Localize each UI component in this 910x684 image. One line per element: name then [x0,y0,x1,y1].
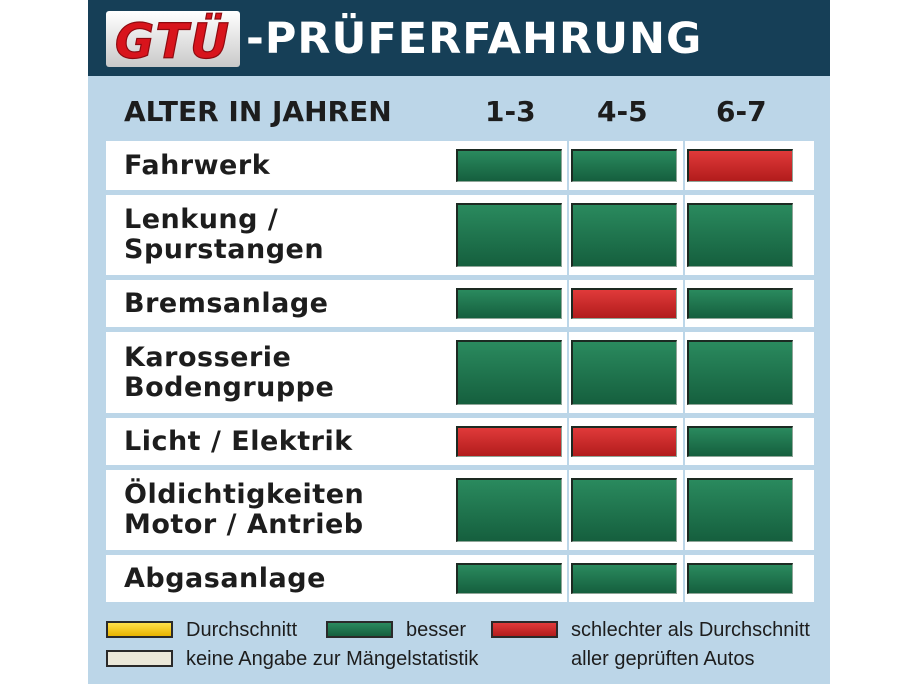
column-separator [683,280,685,327]
legend-swatch-keine-angabe [106,650,173,667]
legend-label-keine-angabe: keine Angabe zur Mängelstatistik [186,648,479,670]
row-label: Öldichtigkeiten Motor / Antrieb [124,470,364,550]
rating-cell-schlechter [571,426,677,457]
column-separator [683,470,685,550]
rating-cell-besser [687,203,793,267]
row-label-line: Abgasanlage [124,562,326,594]
rating-cell-besser [571,478,677,542]
column-separator [567,555,569,602]
age-header-4-5: 4-5 [597,95,648,128]
table-row: Licht / Elektrik [106,418,814,465]
rating-cell-besser [571,203,677,267]
row-label: Bremsanlage [124,280,328,327]
row-label-line: Fahrwerk [124,149,271,181]
age-column-label: ALTER IN JAHREN [124,95,392,128]
table-row: Abgasanlage [106,555,814,602]
rating-cell-besser [687,563,793,594]
column-separator [567,280,569,327]
legend-swatch-durchschnitt [106,621,173,638]
rating-cell-besser [687,288,793,319]
rating-cell-schlechter [571,288,677,319]
rating-cell-besser [456,203,562,267]
column-separator [567,195,569,275]
rating-cell-besser [456,288,562,319]
inspection-panel: GTÜ -PRÜFERFAHRUNG ALTER IN JAHREN 1-3 4… [88,0,830,684]
legend-swatch-schlechter [491,621,558,638]
rating-cell-schlechter [456,426,562,457]
legend-label-schlechter: schlechter als Durchschnitt [571,619,810,641]
rating-cell-besser [456,478,562,542]
age-header-1-3: 1-3 [485,95,536,128]
row-label: Karosserie Bodengruppe [124,332,334,413]
row-label-line: Spurstangen [124,234,325,265]
page-title: -PRÜFERFAHRUNG [246,14,703,64]
column-separator [567,418,569,465]
table-row: Karosserie Bodengruppe [106,332,814,413]
row-label-line: Öldichtigkeiten [124,479,365,510]
column-separator [567,470,569,550]
row-label-line: Lenkung / [124,204,279,235]
rating-cell-besser [687,478,793,542]
logo-text: GTÜ [115,13,231,67]
column-separator [683,555,685,602]
row-label: Lenkung / Spurstangen [124,195,324,275]
column-separator [683,418,685,465]
row-label-line: Bremsanlage [124,287,329,319]
table-row: Fahrwerk [106,141,814,190]
row-label: Fahrwerk [124,141,270,190]
table-row: Lenkung / Spurstangen [106,195,814,275]
row-label-line: Bodengruppe [124,371,335,403]
column-separator [683,332,685,413]
table-row: Bremsanlage [106,280,814,327]
rating-cell-besser [456,563,562,594]
legend-label-schlechter-cont: aller geprüften Autos [571,648,755,670]
gtu-logo: GTÜ [106,11,240,67]
row-label: Abgasanlage [124,555,326,602]
column-separator [683,141,685,190]
rating-cell-besser [687,340,793,405]
row-label-line: Motor / Antrieb [124,509,364,540]
age-header-6-7: 6-7 [716,95,767,128]
rating-cell-besser [687,426,793,457]
rating-cell-schlechter [687,149,793,182]
row-label: Licht / Elektrik [124,418,353,465]
legend-swatch-besser [326,621,393,638]
rating-cell-besser [571,563,677,594]
rating-cell-besser [571,340,677,405]
table-row: Öldichtigkeiten Motor / Antrieb [106,470,814,550]
rating-cell-besser [456,340,562,405]
column-separator [567,141,569,190]
rating-cell-besser [456,149,562,182]
header-bar: GTÜ -PRÜFERFAHRUNG [88,0,830,76]
column-separator [683,195,685,275]
legend-label-durchschnitt: Durchschnitt [186,619,298,641]
legend-label-besser: besser [406,619,467,641]
row-label-line: Karosserie [124,341,292,373]
column-separator [567,332,569,413]
rating-cell-besser [571,149,677,182]
row-label-line: Licht / Elektrik [124,425,353,457]
